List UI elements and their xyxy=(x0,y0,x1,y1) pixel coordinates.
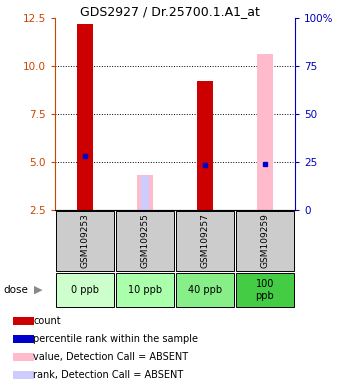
Text: GSM109259: GSM109259 xyxy=(260,214,270,268)
Text: count: count xyxy=(33,316,61,326)
Bar xyxy=(13,353,34,361)
Bar xyxy=(176,273,234,306)
Bar xyxy=(236,211,294,271)
Text: GDS2927 / Dr.25700.1.A1_at: GDS2927 / Dr.25700.1.A1_at xyxy=(80,5,260,18)
Bar xyxy=(13,335,34,343)
Bar xyxy=(141,176,149,210)
Text: rank, Detection Call = ABSENT: rank, Detection Call = ABSENT xyxy=(33,370,183,380)
Bar xyxy=(116,273,174,306)
Text: GSM109255: GSM109255 xyxy=(140,214,150,268)
Bar xyxy=(13,317,34,325)
Text: value, Detection Call = ABSENT: value, Detection Call = ABSENT xyxy=(33,352,188,362)
Text: dose: dose xyxy=(3,285,28,295)
Text: percentile rank within the sample: percentile rank within the sample xyxy=(33,334,198,344)
Text: 0 ppb: 0 ppb xyxy=(71,285,99,295)
Bar xyxy=(76,24,94,210)
Bar xyxy=(257,55,273,210)
Text: ▶: ▶ xyxy=(34,285,42,295)
Text: 10 ppb: 10 ppb xyxy=(128,285,162,295)
Bar xyxy=(56,211,114,271)
Bar xyxy=(13,371,34,379)
Bar xyxy=(176,211,234,271)
Text: GSM109257: GSM109257 xyxy=(201,214,209,268)
Bar xyxy=(116,211,174,271)
Text: 100
ppb: 100 ppb xyxy=(256,279,274,301)
Bar xyxy=(197,81,214,210)
Text: 40 ppb: 40 ppb xyxy=(188,285,222,295)
Bar xyxy=(236,273,294,306)
Bar xyxy=(56,273,114,306)
Text: GSM109253: GSM109253 xyxy=(81,214,89,268)
Bar xyxy=(137,175,153,210)
